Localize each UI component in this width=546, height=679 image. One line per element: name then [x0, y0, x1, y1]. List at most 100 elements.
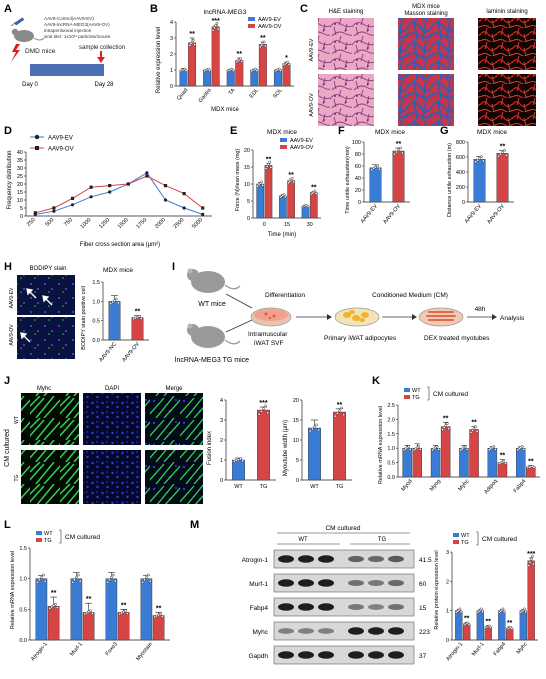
panel-m-blot: M CM cultured WT TG Atrogin-1 41.5 Murf-1 6…: [190, 519, 432, 665]
panel-m-header: CM cultured: [325, 525, 360, 532]
data-point: [240, 60, 244, 63]
x-tick-label: Murf-1: [471, 641, 486, 657]
data-point: [501, 150, 504, 154]
line-point: [52, 206, 56, 210]
bar: [309, 192, 318, 219]
significance-label: **: [396, 141, 402, 148]
data-point: [437, 448, 440, 451]
significance-label: **: [121, 602, 127, 609]
panel-m-ylabel: Relative protein expression level: [434, 550, 440, 629]
significance-label: **: [237, 51, 243, 58]
y-tick-label: 3: [220, 418, 223, 424]
blot-label: Gapdh: [248, 653, 268, 660]
panel-c-header-mdx: MDX mice: [412, 4, 440, 10]
bar: [256, 183, 265, 219]
panel-a-design-1: AAV9-Control(AAV9-EV): [44, 16, 94, 21]
legend-swatch-tg: [453, 540, 459, 544]
panel-i-analysis: Analysis: [500, 315, 525, 322]
x-tick-label: TA: [228, 87, 237, 96]
panel-l-legend: WT TG CM cultured: [36, 529, 100, 544]
bar: [70, 578, 83, 641]
y-tick-label: 20: [293, 398, 299, 404]
data-point: [190, 40, 194, 44]
panel-h-stain: BODIPY stain: [30, 266, 67, 272]
panel-m-note: CM cultured: [482, 536, 517, 543]
y-tick-label: 4: [220, 398, 223, 404]
series-line: [35, 172, 203, 215]
y-tick-label: 0: [462, 200, 465, 206]
bar: [287, 180, 295, 219]
data-point: [372, 167, 375, 170]
data-point: [120, 611, 124, 615]
bar: [308, 427, 321, 481]
panel-g: G MDX mice Distance untile exhaustion (m…: [440, 125, 514, 225]
x-tick-label: 5000: [191, 217, 204, 230]
panel-a-model: DMD mice: [25, 48, 56, 55]
panel-j-fusion: Fusion index 0 1 2 3 4 WT *** TG: [207, 398, 276, 490]
panel-f-letter: F: [338, 125, 345, 137]
arrowhead-icon: [492, 314, 497, 320]
significance-label: **: [260, 35, 266, 42]
blot-label: Fabp4: [250, 605, 269, 612]
data-point: [265, 165, 269, 168]
data-point: [193, 43, 196, 46]
panel-a-timeline: [30, 64, 104, 76]
data-point: [306, 205, 310, 208]
panel-i-adipocytes: Primary iWAT adipocytes: [324, 335, 397, 342]
x-tick-label: 0: [263, 222, 266, 228]
data-point: [184, 69, 188, 72]
data-point: [262, 407, 265, 410]
data-point: [267, 162, 270, 166]
panel-h-title: MDX mice: [103, 267, 133, 274]
panel-i-letter: I: [172, 261, 175, 273]
bar: [152, 615, 165, 641]
data-point: [408, 448, 412, 451]
panel-c: C H&E staining MDX mice Masson staining …: [300, 3, 536, 126]
panel-b-legend: AAV9-EV AAV9-OV: [248, 17, 282, 30]
bar: [440, 426, 451, 478]
laminin-ev-image: [478, 18, 536, 70]
panel-a-day28: Day 28: [94, 82, 114, 88]
panel-j-header-dapi: DAPI: [105, 386, 119, 392]
panel-d-letter: D: [4, 125, 12, 137]
data-point: [342, 413, 346, 417]
panel-c-row-ov: AAV9-OV: [309, 93, 315, 117]
panel-e-legend-ov: AAV9-OV: [290, 145, 314, 151]
data-point: [520, 445, 524, 448]
panel-m-legend-wt: WT: [461, 533, 470, 539]
data-point: [48, 606, 52, 610]
panel-b-letter: B: [150, 3, 158, 15]
y-tick-label: 5: [20, 206, 23, 212]
data-point: [464, 445, 467, 448]
y-tick-label: 5: [247, 199, 250, 205]
y-tick-label: 20: [244, 148, 250, 154]
data-point: [465, 448, 469, 451]
x-tick-label: 250: [26, 217, 37, 228]
x-tick-label: 15: [284, 222, 290, 228]
data-point: [208, 69, 212, 72]
data-point: [376, 164, 379, 168]
y-tick-label: 3: [170, 36, 173, 42]
panel-f-ylabel: Time untile exhaustion(min): [345, 146, 351, 214]
data-point: [311, 427, 314, 431]
legend-marker-ev: [34, 134, 40, 140]
data-point: [459, 610, 463, 614]
blot-band: [278, 628, 294, 634]
y-tick-label: 0: [358, 200, 361, 206]
y-tick-label: 0: [296, 478, 299, 484]
y-tick-label: 2.0: [387, 417, 395, 423]
data-point: [482, 159, 485, 163]
blot-band: [318, 603, 334, 611]
data-point: [113, 299, 116, 302]
panel-a-design-3: intraperitoneal injection: [44, 28, 92, 33]
data-point: [216, 27, 220, 31]
line-point: [201, 206, 205, 210]
data-point: [269, 166, 273, 169]
y-tick-label: 0.5: [92, 319, 100, 325]
y-tick-label: 0: [170, 84, 173, 90]
panel-j-header-myhc: Myhc: [37, 386, 51, 392]
panel-c-header-he: H&E staining: [329, 9, 364, 15]
data-point: [159, 612, 162, 616]
bar: [82, 612, 95, 641]
data-point: [501, 607, 505, 611]
